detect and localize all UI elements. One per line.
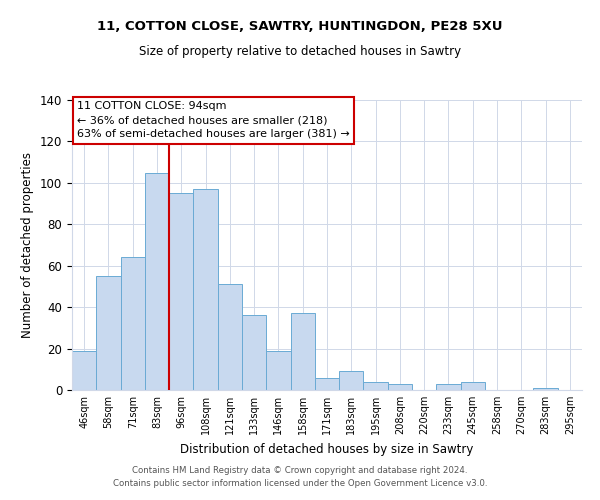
X-axis label: Distribution of detached houses by size in Sawtry: Distribution of detached houses by size … bbox=[181, 442, 473, 456]
Bar bbox=[145, 172, 169, 390]
Bar bbox=[266, 350, 290, 390]
Text: 11, COTTON CLOSE, SAWTRY, HUNTINGDON, PE28 5XU: 11, COTTON CLOSE, SAWTRY, HUNTINGDON, PE… bbox=[97, 20, 503, 33]
Text: Contains HM Land Registry data © Crown copyright and database right 2024.
Contai: Contains HM Land Registry data © Crown c… bbox=[113, 466, 487, 487]
Bar bbox=[388, 384, 412, 390]
Bar bbox=[533, 388, 558, 390]
Bar bbox=[364, 382, 388, 390]
Bar bbox=[169, 193, 193, 390]
Text: 11 COTTON CLOSE: 94sqm
← 36% of detached houses are smaller (218)
63% of semi-de: 11 COTTON CLOSE: 94sqm ← 36% of detached… bbox=[77, 102, 350, 140]
Y-axis label: Number of detached properties: Number of detached properties bbox=[22, 152, 34, 338]
Bar bbox=[96, 276, 121, 390]
Text: Size of property relative to detached houses in Sawtry: Size of property relative to detached ho… bbox=[139, 45, 461, 58]
Bar bbox=[290, 314, 315, 390]
Bar bbox=[339, 372, 364, 390]
Bar bbox=[461, 382, 485, 390]
Bar bbox=[436, 384, 461, 390]
Bar bbox=[242, 316, 266, 390]
Bar bbox=[193, 189, 218, 390]
Bar bbox=[218, 284, 242, 390]
Bar bbox=[72, 350, 96, 390]
Bar bbox=[121, 258, 145, 390]
Bar bbox=[315, 378, 339, 390]
